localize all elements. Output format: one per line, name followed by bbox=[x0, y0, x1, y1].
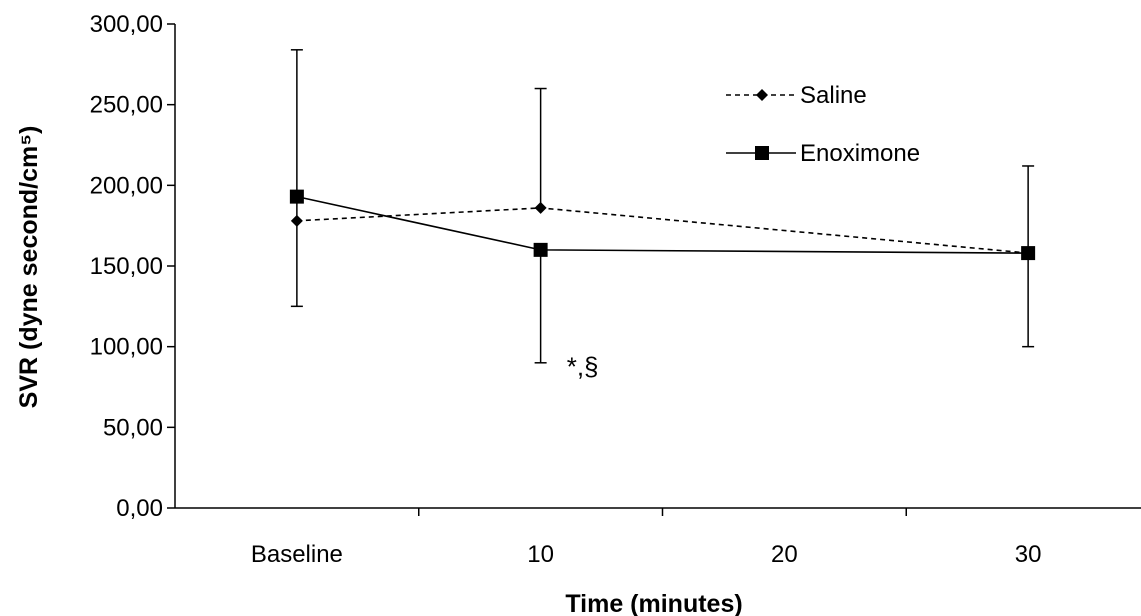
axes bbox=[167, 23, 1141, 516]
series-lines bbox=[296, 195, 1029, 254]
x-axis-title: Time (minutes) bbox=[565, 590, 742, 616]
y-tick-label: 150,00 bbox=[90, 253, 163, 280]
y-tick-label: 50,00 bbox=[103, 414, 163, 441]
data-point-enoximone bbox=[533, 242, 548, 257]
significance-annotation: *,§ bbox=[567, 352, 599, 382]
y-axis-title: SVR (dyne second/cm⁵) bbox=[15, 126, 43, 409]
y-tick-labels: 0,00 50,00 100,00 150,00 200,00 250,00 300,00 bbox=[90, 11, 163, 522]
y-tick-label: 100,00 bbox=[90, 334, 163, 361]
data-point-enoximone bbox=[289, 189, 304, 204]
series-line-saline bbox=[296, 207, 1029, 254]
series-markers bbox=[289, 189, 1036, 261]
x-tick-label: 20 bbox=[771, 541, 798, 568]
legend-marker bbox=[755, 146, 769, 160]
annotations: *,§ bbox=[567, 352, 599, 382]
series-line-enoximone bbox=[296, 195, 1029, 254]
legend-label: Enoximone bbox=[800, 140, 920, 167]
y-tick-label: 250,00 bbox=[90, 92, 163, 119]
legend: Saline Enoximone bbox=[726, 82, 920, 167]
x-tick-label: 10 bbox=[527, 541, 554, 568]
y-tick-label: 0,00 bbox=[116, 495, 163, 522]
x-tick-label: 30 bbox=[1015, 541, 1042, 568]
data-point-enoximone bbox=[1021, 246, 1036, 261]
y-tick-label: 300,00 bbox=[90, 11, 163, 38]
data-point-saline bbox=[290, 214, 303, 227]
legend-marker bbox=[756, 89, 768, 101]
legend-label: Saline bbox=[800, 82, 867, 109]
x-tick-labels: Baseline 10 20 30 bbox=[251, 541, 1042, 568]
error-bars bbox=[290, 49, 1035, 364]
data-point-saline bbox=[534, 201, 547, 214]
x-tick-label: Baseline bbox=[251, 541, 343, 568]
y-tick-label: 200,00 bbox=[90, 172, 163, 199]
